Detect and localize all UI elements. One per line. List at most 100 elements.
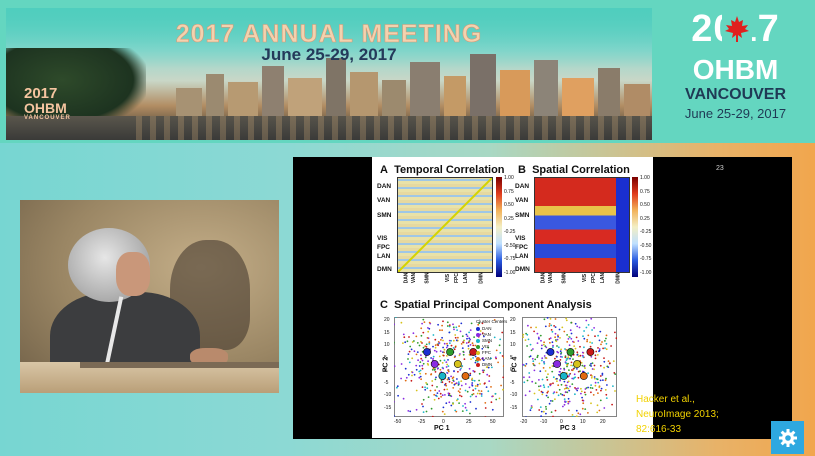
legend-label: FPC (482, 350, 491, 355)
scatter-point (431, 380, 434, 382)
scatter-point (538, 379, 540, 381)
scatter-point (543, 361, 545, 363)
scatter-point (549, 318, 552, 320)
scatter-point (473, 370, 476, 373)
scatter-point (424, 372, 427, 375)
scatter-point (418, 376, 421, 379)
scatter-point (422, 331, 425, 334)
scatter-point (557, 334, 559, 337)
scatter-point (491, 408, 494, 411)
scatter-point (583, 346, 585, 349)
network-axis-label: FPC (591, 273, 597, 283)
scatter-point (569, 357, 571, 360)
scatter-point (522, 333, 525, 336)
scatter-point (394, 365, 396, 368)
scatter-point (606, 384, 608, 386)
scatter-point (528, 376, 531, 378)
scatter-point (502, 388, 504, 391)
scatter-point (605, 337, 607, 340)
scatter-point (600, 343, 602, 346)
scatter-point (420, 354, 422, 356)
scatter-point (471, 384, 474, 387)
scatter-point (598, 348, 601, 350)
scatter-point (449, 342, 451, 344)
scatter-point (567, 362, 569, 365)
scatter-point (435, 350, 438, 353)
scatter-point (462, 350, 465, 353)
scatter-point (501, 331, 504, 334)
cluster-center (553, 360, 561, 368)
scatter-point (539, 334, 542, 337)
scatter-point (421, 386, 424, 388)
scatter-point (472, 393, 475, 395)
scatter-point (566, 357, 568, 360)
scatter-point (590, 391, 592, 394)
scatter-point (446, 344, 449, 347)
scatter-point (551, 341, 554, 344)
scatter-point (488, 380, 491, 382)
scatter-point (544, 325, 547, 328)
cluster-center (559, 372, 568, 380)
network-axis-label: DMN (478, 272, 485, 284)
scatter-point (597, 347, 599, 349)
scatter-point (441, 410, 444, 413)
scatter-point (424, 345, 427, 348)
scatter-point (420, 327, 423, 330)
scatter-point (551, 370, 554, 373)
scatter-point (439, 359, 442, 362)
scatter-point (562, 405, 564, 408)
scatter-point (468, 386, 471, 389)
scatter-point (407, 373, 410, 376)
slide-figure: A Temporal Correlation B Spatial Correla… (372, 157, 653, 438)
scatter-point (499, 352, 502, 354)
scatter-point (558, 328, 561, 331)
scatter-point (554, 318, 557, 320)
scatter-point (502, 376, 504, 379)
cluster-center (446, 348, 454, 356)
scatter-point (568, 369, 570, 371)
scatter-point (550, 400, 552, 402)
scatter-point (437, 344, 439, 347)
colorbar-tick: -0.75 (640, 256, 652, 262)
scatter-point (497, 361, 499, 364)
scatter-point (437, 323, 439, 326)
scatter-point (559, 393, 562, 395)
scatter-point (559, 367, 562, 370)
scatter-point (482, 371, 485, 374)
scatter-point (560, 383, 563, 386)
scatter-point (445, 402, 448, 405)
scatter-point (599, 375, 602, 377)
scatter-point (397, 394, 399, 397)
scatter-point (436, 395, 438, 398)
speaker-video (20, 200, 279, 393)
scatter-point (464, 383, 467, 385)
scatter-point (411, 341, 414, 343)
scatter-point (590, 402, 592, 405)
scatter-point (549, 337, 552, 339)
scatter-point (594, 381, 597, 384)
cluster-center (453, 360, 462, 368)
scatter-point (602, 347, 604, 350)
legend-swatch (476, 333, 480, 337)
scatter-point (459, 330, 462, 333)
scatter-point (571, 383, 574, 385)
scatter-point (498, 344, 501, 347)
pc-axis-tick: 20 (510, 317, 516, 323)
scatter-point (408, 336, 410, 338)
scatter-point (603, 407, 606, 409)
scatter-point (484, 402, 487, 404)
scatter-point (547, 373, 549, 376)
scatter-point (528, 372, 531, 374)
scatter-point (536, 332, 539, 335)
scatter-point (409, 345, 412, 348)
scatter-point (604, 347, 606, 349)
scatter-point (443, 413, 446, 415)
scatter-point (543, 341, 545, 344)
network-axis-label: SMN (561, 272, 568, 284)
scatter-point (552, 376, 555, 379)
settings-button[interactable] (771, 421, 804, 454)
scatter-point (430, 373, 432, 376)
pc1-pc2-scatter (394, 317, 504, 417)
pc-axis-tick: 10 (580, 419, 586, 425)
scatter-point (455, 382, 458, 385)
